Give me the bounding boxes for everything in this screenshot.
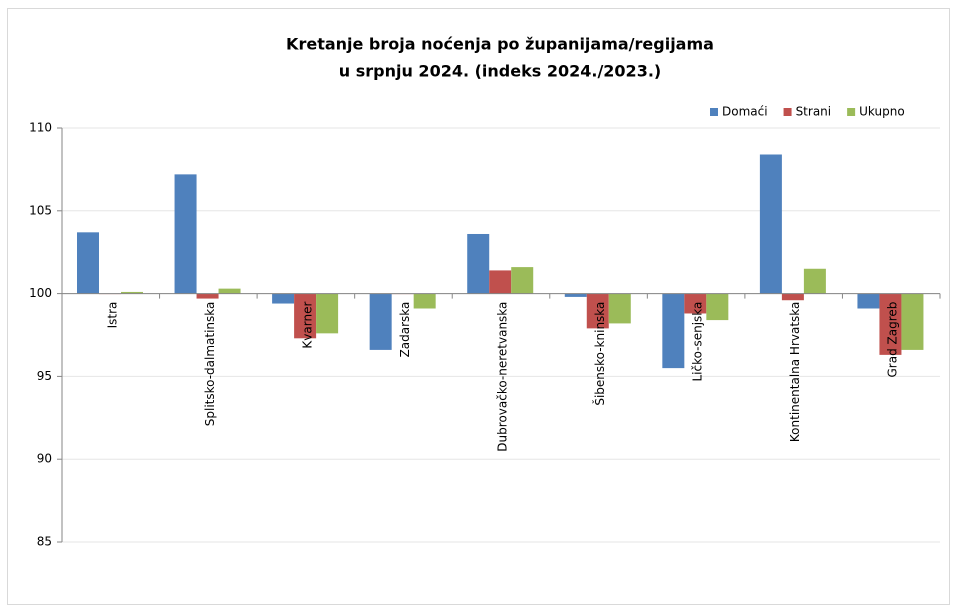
- chart-subtitle: u srpnju 2024. (indeks 2024./2023.): [339, 62, 661, 81]
- x-tick-label: Istra: [105, 302, 119, 329]
- bar: [489, 270, 512, 294]
- bar: [564, 293, 587, 297]
- bar: [857, 293, 880, 309]
- legend-swatch: [710, 108, 718, 116]
- bar: [706, 293, 729, 321]
- bar: [413, 293, 436, 309]
- bar: [684, 293, 707, 314]
- bar: [511, 267, 534, 294]
- y-tick-label: 90: [37, 452, 52, 466]
- y-tick-label: 110: [29, 121, 52, 135]
- y-tick-label: 85: [37, 535, 52, 549]
- x-tick-label: Zadarska: [398, 302, 412, 358]
- legend-swatch: [783, 108, 792, 116]
- x-tick-label: Dubrovačko-neretvanska: [496, 302, 510, 452]
- bar: [662, 293, 685, 369]
- bar: [467, 233, 490, 294]
- chart-title: Kretanje broja noćenja po županijama/reg…: [286, 35, 714, 54]
- bar: [272, 293, 295, 304]
- x-tick-label: Kvarner: [300, 302, 314, 349]
- legend-swatch: [847, 108, 856, 116]
- bar: [608, 293, 631, 324]
- legend-label: Domaći: [722, 105, 768, 119]
- x-tick-label: Grad Zagreb: [886, 302, 900, 378]
- bar: [759, 154, 782, 294]
- bar: [781, 293, 804, 301]
- x-tick-label: Kontinentalna Hrvatska: [788, 302, 802, 442]
- y-tick-label: 95: [37, 369, 52, 383]
- x-tick-label: Splitsko-dalmatinska: [203, 302, 217, 427]
- bar: [803, 268, 826, 294]
- y-tick-label: 105: [29, 203, 52, 217]
- bar: [901, 293, 924, 350]
- legend-label: Ukupno: [859, 105, 905, 119]
- chart-border: [7, 8, 950, 605]
- y-tick-label: 100: [29, 286, 52, 300]
- bar: [369, 293, 392, 350]
- bar: [218, 288, 241, 294]
- legend-label: Strani: [796, 105, 832, 119]
- bar: [174, 174, 197, 294]
- bar: [879, 293, 902, 355]
- x-tick-label: Šibensko-kninska: [592, 302, 607, 406]
- x-tick-label: Ličko-senjska: [691, 302, 705, 382]
- bar: [121, 291, 143, 294]
- bar: [316, 293, 339, 334]
- bar: [77, 232, 99, 294]
- bar: [196, 293, 219, 299]
- bar: [294, 293, 317, 339]
- bar: [586, 293, 609, 329]
